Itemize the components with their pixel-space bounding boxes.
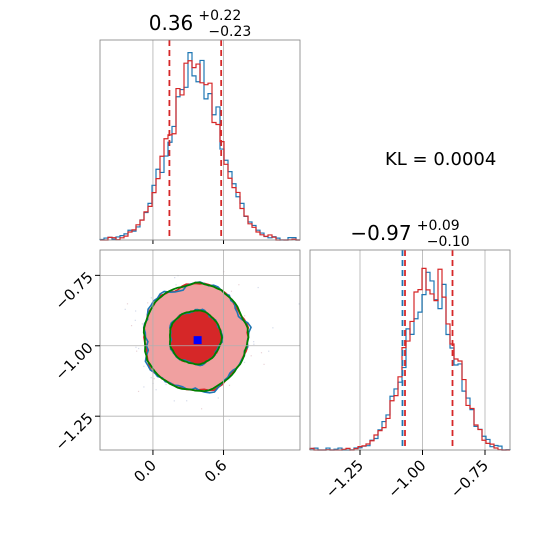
hist-param2-title-sub: −0.10 xyxy=(427,234,470,250)
hist-param1-quantile-lines xyxy=(168,40,223,240)
scatter-point xyxy=(147,302,149,304)
hist-param1-series-red xyxy=(100,60,300,241)
contour-green-1sigma xyxy=(169,309,223,366)
joint-panel: 0.0 0.6 −0.75 −1.00 −1.25 xyxy=(51,249,301,486)
scatter-point xyxy=(130,325,133,327)
scatter-point xyxy=(244,315,246,317)
x-tick-label: −0.75 xyxy=(447,456,492,501)
hist-param1-frame xyxy=(99,39,301,241)
hist-param1-panel: 0.36 +0.22 −0.23 xyxy=(99,5,301,244)
truth-marker xyxy=(193,336,202,345)
scatter-point xyxy=(250,355,252,357)
hist-param1-grid xyxy=(152,40,225,244)
scatter-point xyxy=(155,389,157,391)
y-tick-label: −1.00 xyxy=(51,339,96,384)
x-tick-label: −1.25 xyxy=(322,456,367,501)
scatter-point xyxy=(272,327,274,329)
scatter-point xyxy=(298,303,300,305)
scatter-point xyxy=(230,290,233,292)
scatter-point xyxy=(257,286,259,289)
hist-param1-title-value: 0.36 xyxy=(149,11,194,35)
hist-param1-series xyxy=(99,52,300,241)
hist-param2-panel: −1.25 −1.00 −0.75 −0.97 +0.09 −0.10 xyxy=(309,215,511,502)
scatter-point xyxy=(150,377,152,379)
scatter-point xyxy=(253,341,255,343)
joint-frame xyxy=(99,249,301,451)
hist-param2-title-sup: +0.09 xyxy=(417,218,460,234)
scatter-point xyxy=(217,397,219,399)
hist-param1-title: 0.36 +0.22 −0.23 xyxy=(149,5,252,40)
scatter-point xyxy=(153,378,155,380)
scatter-point xyxy=(186,400,188,402)
scatter-point xyxy=(175,284,177,286)
scatter-point xyxy=(263,363,265,365)
scatter-point xyxy=(253,343,255,345)
y-tick-label: −1.25 xyxy=(51,409,96,454)
scatter-point xyxy=(174,277,176,279)
scatter-point xyxy=(143,365,145,367)
hist-param2-series xyxy=(309,267,511,451)
hist-param1-title-sup: +0.22 xyxy=(198,8,241,24)
kl-annotation: KL = 0.0004 xyxy=(385,149,496,170)
y-tick-label: −0.75 xyxy=(51,268,96,313)
joint-y-ticks: −0.75 −1.00 −1.25 xyxy=(51,268,100,454)
hist-param2-series-red xyxy=(309,267,510,451)
hist-param2-frame xyxy=(309,249,511,451)
scatter-point xyxy=(194,281,196,283)
scatter-point xyxy=(137,390,140,393)
scatter-point xyxy=(228,419,230,421)
scatter-point xyxy=(141,323,143,325)
scatter-point xyxy=(135,310,137,312)
scatter-point xyxy=(126,303,129,305)
hist-param2-quantile-lines xyxy=(401,250,454,450)
scatter-point xyxy=(150,297,152,299)
scatter-point xyxy=(135,346,137,348)
scatter-point xyxy=(173,400,175,402)
hist-param1-title-sub: −0.23 xyxy=(208,24,251,40)
scatter-point xyxy=(260,352,263,354)
joint-grid xyxy=(100,250,300,450)
scatter-point xyxy=(124,308,126,310)
scatter-point xyxy=(134,319,136,321)
scatter-point xyxy=(138,347,140,350)
hist-param2-title: −0.97 +0.09 −0.10 xyxy=(350,215,469,250)
hist-param2-x-ticks: −1.25 −1.00 −0.75 xyxy=(322,450,492,502)
scatter-point xyxy=(238,284,240,286)
hist-param2-title-value: −0.97 xyxy=(350,221,411,245)
contour-green-2sigma xyxy=(142,281,250,393)
scatter-point xyxy=(165,383,167,386)
joint-x-ticks: 0.0 0.6 xyxy=(130,450,231,486)
x-tick-label: −1.00 xyxy=(384,456,429,501)
scatter-point xyxy=(268,350,270,352)
hist-param2-series-blue xyxy=(309,271,511,451)
scatter-point xyxy=(136,350,138,352)
scatter-point xyxy=(143,386,145,388)
scatter-point xyxy=(243,361,246,364)
x-tick-label: 0.6 xyxy=(201,456,231,486)
scatter-point xyxy=(201,408,203,410)
x-tick-label: 0.0 xyxy=(130,456,160,486)
scatter-point xyxy=(228,384,231,386)
